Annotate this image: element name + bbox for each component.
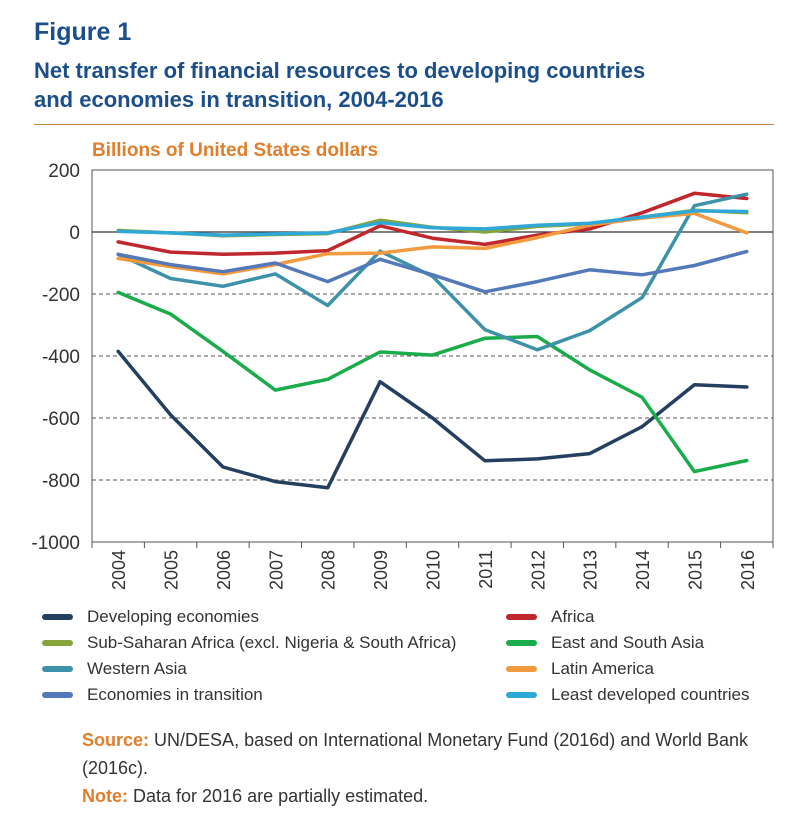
legend-item-6: Economies in transition	[42, 682, 263, 708]
figure-title-line-1: Net transfer of financial resources to d…	[34, 58, 646, 83]
x-tick-label: 2009	[371, 550, 391, 590]
source-notes: Source: UN/DESA, based on International …	[82, 726, 782, 810]
y-tick-label: -200	[42, 285, 80, 306]
series-line-7	[116, 209, 749, 237]
legend-item-7: Least developed countries	[506, 682, 749, 708]
legend-swatch	[42, 614, 73, 620]
x-tick-label: 2004	[109, 550, 129, 590]
legend-label: Sub-Saharan Africa (excl. Nigeria & Sout…	[87, 633, 457, 652]
legend-label: Western Asia	[87, 659, 187, 678]
y-tick-label: -400	[42, 347, 80, 368]
x-tick-label: 2008	[319, 550, 339, 590]
legend-item-1: Africa	[506, 604, 594, 630]
legend-swatch	[506, 692, 537, 698]
y-tick-label: 200	[48, 161, 80, 182]
figure-title-line-2: and economies in transition, 2004-2016	[34, 87, 444, 112]
source-label: Source:	[82, 730, 150, 750]
legend-swatch	[506, 614, 537, 620]
x-tick-label: 2010	[424, 550, 444, 590]
x-tick-label: 2015	[685, 550, 705, 590]
x-tick-label: 2012	[528, 550, 548, 590]
x-tick-label: 2013	[581, 550, 601, 590]
note-line: Note: Data for 2016 are partially estima…	[82, 782, 782, 810]
title-divider	[34, 124, 774, 125]
axis-layer: 200 0 -200 -400 -600 -800 -1000 2004 2005 2006 200…	[31, 161, 774, 590]
legend-item-4: Western Asia	[42, 656, 187, 682]
legend-label: East and South Asia	[551, 633, 705, 652]
y-tick-label: -1000	[31, 533, 80, 554]
note-label: Note:	[82, 786, 128, 806]
legend-label: Economies in transition	[87, 685, 263, 704]
legend-label: Developing economies	[87, 607, 259, 626]
x-tick-label: 2007	[266, 550, 286, 590]
series-layer	[116, 191, 749, 490]
series-line-0	[116, 349, 749, 490]
legend-label: Africa	[551, 607, 595, 626]
source-line: Source: UN/DESA, based on International …	[82, 726, 782, 782]
legend-swatch	[42, 692, 73, 698]
x-tick-label: 2011	[476, 550, 496, 589]
legend-swatch	[506, 666, 537, 672]
note-text: Data for 2016 are partially estimated.	[133, 786, 429, 806]
legend-label: Latin America	[551, 659, 654, 678]
figure-label: Figure 1	[34, 18, 132, 46]
legend-item-0: Developing economies	[42, 604, 259, 630]
y-tick-label: 0	[69, 223, 80, 244]
y-tick-label: -600	[42, 409, 80, 430]
x-tick-label: 2006	[214, 550, 234, 590]
legend-swatch	[42, 640, 73, 646]
grid-layer	[91, 169, 774, 543]
line-chart: 200 0 -200 -400 -600 -800 -1000 2004 2005 2006 200…	[31, 161, 774, 590]
source-text: UN/DESA, based on International Monetary…	[82, 730, 749, 778]
series-line-5	[116, 211, 749, 276]
legend-swatch	[42, 666, 73, 672]
legend-item-5: Latin America	[506, 656, 654, 682]
legend-swatch	[506, 640, 537, 646]
figure-title: Net transfer of financial resources to d…	[34, 56, 774, 114]
x-tick-label: 2005	[162, 550, 182, 590]
legend-label: Least developed countries	[551, 685, 750, 704]
x-tick-label: 2016	[738, 550, 758, 590]
series-line-3	[116, 290, 749, 474]
legend-item-2: Sub-Saharan Africa (excl. Nigeria & Sout…	[42, 630, 456, 656]
chart-legend: Developing economies Africa Sub-Saharan Af…	[42, 604, 782, 708]
series-line-1	[116, 191, 749, 257]
x-tick-label: 2014	[633, 550, 653, 590]
y-axis-unit-label: Billions of United States dollars	[92, 140, 379, 161]
legend-item-3: East and South Asia	[506, 630, 704, 656]
series-line-6	[116, 249, 749, 294]
y-tick-label: -800	[42, 471, 80, 492]
